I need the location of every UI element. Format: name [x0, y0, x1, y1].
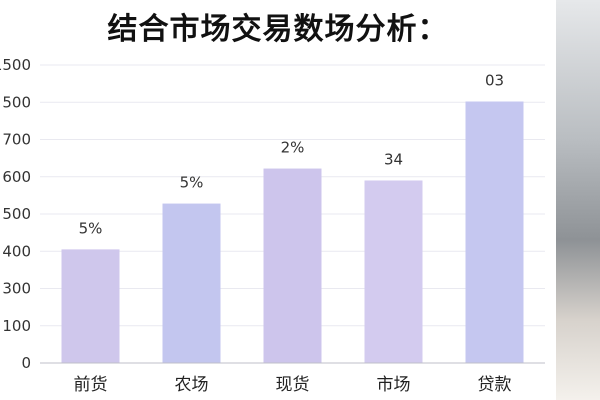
- x-tick-label: 前货: [74, 375, 108, 395]
- bar: [465, 101, 524, 363]
- y-tick-label: 0: [21, 354, 31, 372]
- y-axis: 0 100 300 400 500 600 700 500 1500: [0, 56, 31, 372]
- bar: [61, 249, 120, 363]
- x-tick-label: 市场: [377, 375, 411, 395]
- data-label: 34: [384, 150, 403, 168]
- gridlines: [40, 64, 545, 327]
- chart-title: 结合市场交易数场分析：: [107, 12, 449, 47]
- data-labels: 5% 5% 2% 34 03: [79, 72, 504, 238]
- bar-chart: 0 100 300 400 500 600 700 500 1500 5% 5% 2% 34 03 前货…: [0, 56, 545, 395]
- data-label: 5%: [79, 219, 103, 237]
- x-tick-label: 贷款: [478, 375, 512, 395]
- bars: [61, 101, 524, 363]
- y-tick-label: 100: [2, 317, 31, 335]
- chart-card: 结合市场交易数场分析： 0 100 300 400 500 600 700 500 1500 5…: [0, 12, 545, 395]
- x-axis: 前货 农场 现货 市场 贷款: [40, 362, 545, 395]
- x-tick-label: 现货: [276, 375, 310, 395]
- y-tick-label: 600: [2, 168, 31, 186]
- y-tick-label: 500: [2, 205, 31, 223]
- x-tick-label: 农场: [175, 375, 209, 395]
- y-tick-label: 500: [2, 93, 31, 111]
- bar: [364, 180, 423, 363]
- bar: [263, 168, 322, 363]
- bar: [162, 203, 221, 363]
- background-photo-strip: [552, 0, 600, 400]
- y-tick-label: 1500: [0, 56, 31, 74]
- data-label: 2%: [281, 139, 305, 157]
- data-label: 03: [485, 72, 504, 90]
- y-tick-label: 400: [2, 242, 31, 260]
- y-tick-label: 300: [2, 280, 31, 298]
- data-label: 5%: [180, 174, 204, 192]
- y-tick-label: 700: [2, 131, 31, 149]
